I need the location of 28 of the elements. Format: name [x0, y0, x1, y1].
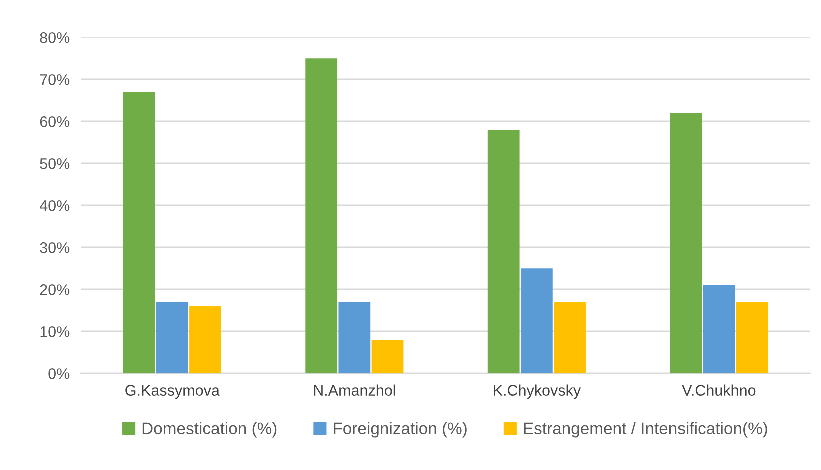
- bar: [520, 268, 553, 374]
- bar: [554, 302, 586, 374]
- bar: [670, 113, 702, 374]
- bar: [156, 302, 188, 374]
- bar: [190, 306, 222, 374]
- bar: [703, 285, 736, 374]
- bar: [306, 58, 338, 374]
- y-tick-label: 40%: [40, 200, 70, 212]
- bar: [372, 340, 404, 374]
- y-tick-label: 30%: [40, 242, 70, 254]
- y-tick-label: 10%: [40, 326, 70, 338]
- x-tick-label: V.Chukhno: [682, 384, 756, 396]
- y-tick-label: 20%: [40, 284, 70, 296]
- y-tick-label: 50%: [40, 158, 70, 170]
- x-tick-label: K.Chykovsky: [494, 384, 582, 400]
- y-tick-label: 0%: [48, 368, 70, 380]
- x-tick-label: N.Amanzhol: [314, 384, 396, 396]
- bar: [338, 302, 371, 374]
- legend-label: Domestication (%): [142, 422, 277, 438]
- y-tick-label: 60%: [40, 116, 70, 128]
- legend-label: Estrangement / Intensification(%): [524, 422, 768, 438]
- legend-label: Foreignization (%): [334, 422, 467, 438]
- x-tick-label: G.Kassymova: [126, 385, 220, 400]
- y-tick-label: 80%: [40, 32, 70, 44]
- bar: [488, 130, 520, 374]
- bar: [736, 302, 768, 374]
- bar: [123, 92, 156, 374]
- y-tick-label: 70%: [40, 74, 70, 86]
